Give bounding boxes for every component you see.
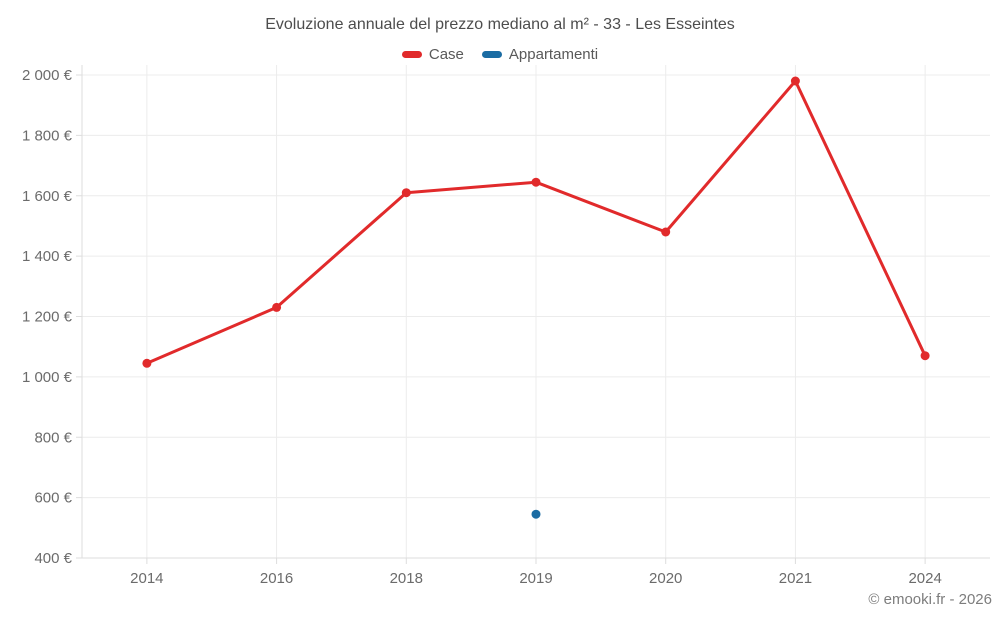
chart-legend: Case Appartamenti <box>0 46 1000 63</box>
legend-item-case[interactable]: Case <box>401 46 464 63</box>
data-point-case-2024[interactable] <box>920 351 930 361</box>
x-tick-label: 2024 <box>908 570 941 587</box>
legend-swatch-case <box>401 51 422 58</box>
y-tick-label: 1 400 € <box>22 248 73 265</box>
data-point-case-2016[interactable] <box>272 302 282 312</box>
y-tick-label: 800 € <box>34 429 72 446</box>
legend-label-case: Case <box>428 46 464 63</box>
data-point-case-2018[interactable] <box>401 188 411 198</box>
x-tick-label: 2016 <box>260 570 293 587</box>
data-point-case-2020[interactable] <box>661 227 671 237</box>
footer-credit: © emooki.fr - 2026 <box>868 591 992 608</box>
legend-item-appartamenti[interactable]: Appartamenti <box>481 46 599 63</box>
y-tick-label: 2 000 € <box>22 67 73 84</box>
x-tick-label: 2018 <box>390 570 423 587</box>
legend-label-appartamenti: Appartamenti <box>508 46 599 63</box>
x-tick-label: 2019 <box>519 570 552 587</box>
y-tick-label: 400 € <box>34 550 72 567</box>
y-tick-label: 600 € <box>34 490 72 507</box>
data-point-case-2019[interactable] <box>531 177 541 187</box>
x-tick-label: 2021 <box>779 570 812 587</box>
y-tick-label: 1 800 € <box>22 127 73 144</box>
chart-title: Evoluzione annuale del prezzo mediano al… <box>265 16 735 33</box>
y-tick-label: 1 600 € <box>22 188 73 205</box>
data-point-appartamenti-2019[interactable] <box>531 509 541 519</box>
x-tick-label: 2020 <box>649 570 682 587</box>
x-tick-label: 2014 <box>130 570 163 587</box>
y-tick-label: 1 200 € <box>22 309 73 326</box>
legend-swatch-appartamenti <box>481 51 502 58</box>
data-point-case-2014[interactable] <box>142 358 152 368</box>
data-point-case-2021[interactable] <box>790 76 800 86</box>
y-tick-label: 1 000 € <box>22 369 73 386</box>
